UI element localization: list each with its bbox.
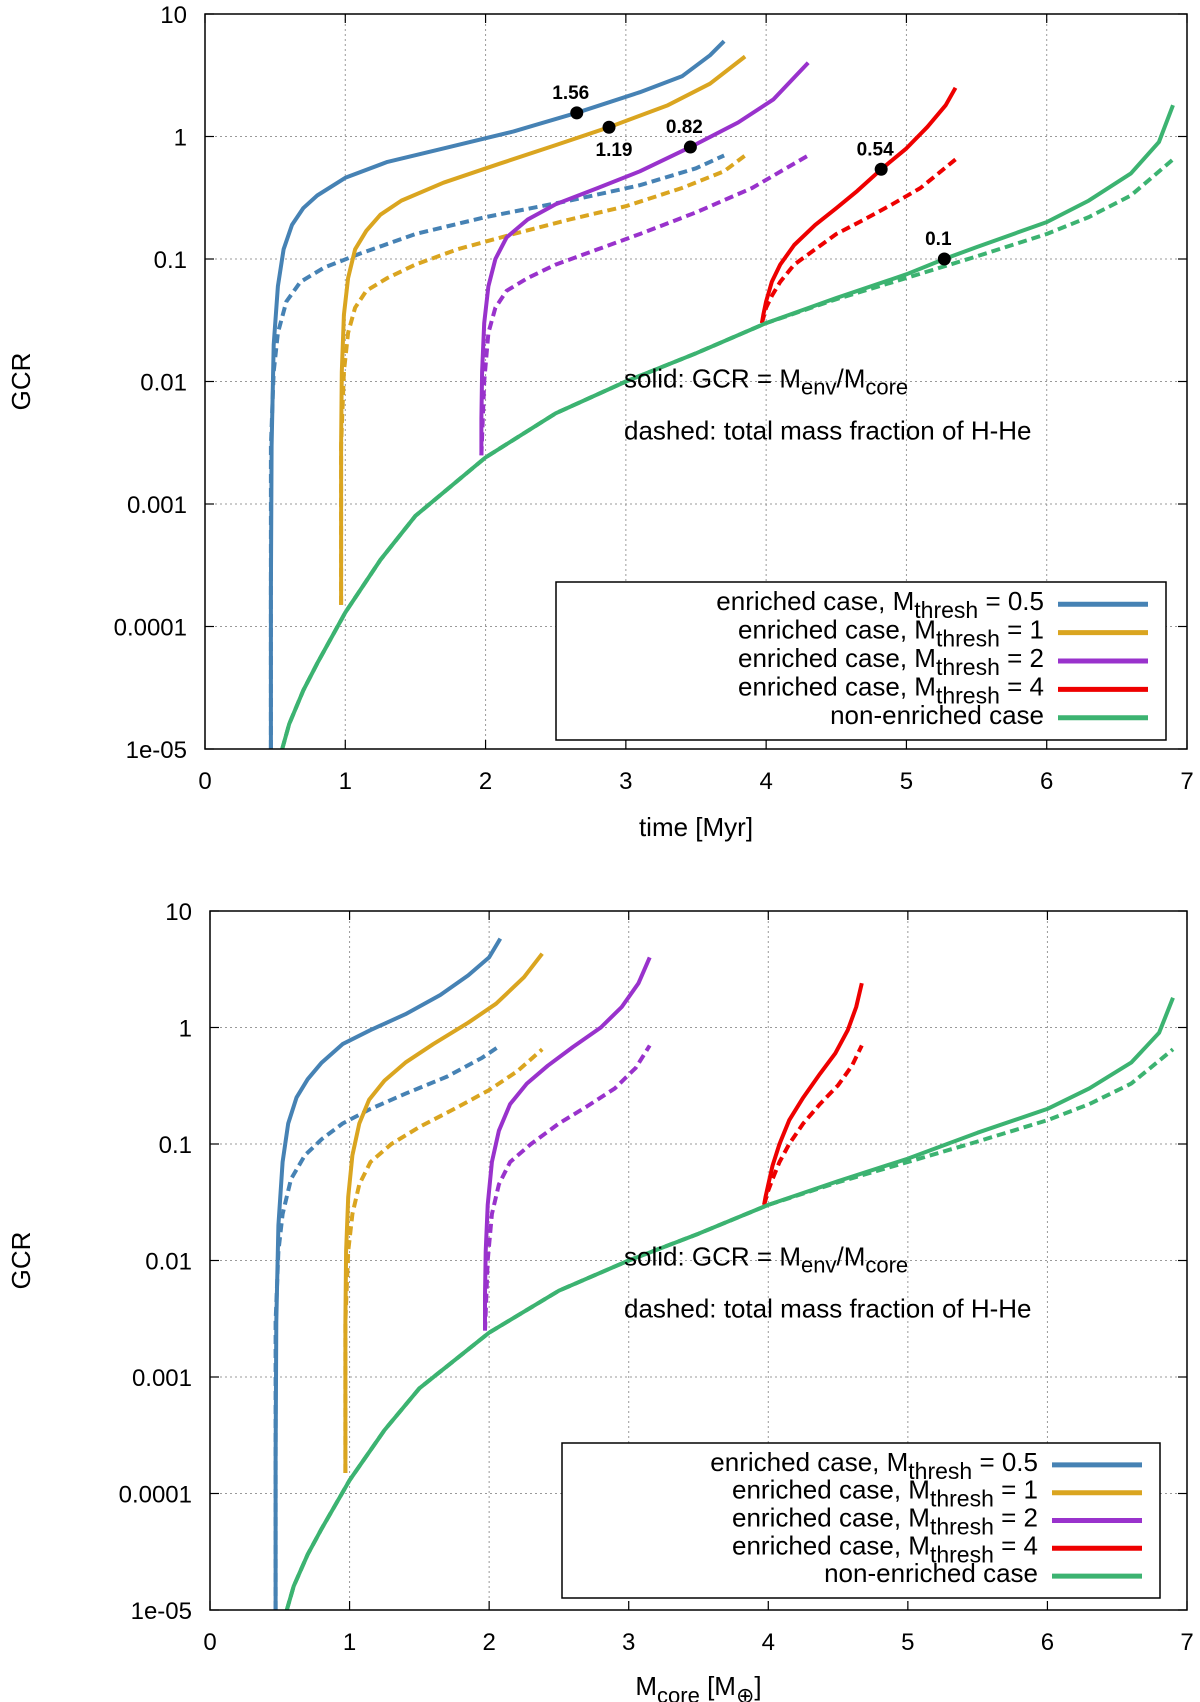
legend-label: enriched case, Mthresh = 1: [732, 1475, 1038, 1512]
annotation-solid: solid: GCR = Menv/Mcore: [624, 1241, 908, 1277]
chart-panel-2: 0 1 2 3 4 5 6 7 1e-05 0.0001 0.001 0.01 0.1 1 10 solid:…: [6, 899, 1194, 1702]
data-marker: [570, 106, 584, 120]
y-tick-label: 1: [174, 125, 187, 152]
x-tick-label: 2: [482, 1629, 495, 1656]
marker-label: 1.19: [596, 140, 633, 161]
series-line-m-thresh-0-5-solid: [273, 937, 503, 1610]
series-line-m-thresh-4-solid: [762, 982, 864, 1206]
x-tick-label: 7: [1180, 768, 1193, 795]
series-line-m-thresh-2-solid: [479, 61, 810, 456]
x-tick-label: 2: [479, 768, 492, 795]
x-tick-label: 1: [339, 768, 352, 795]
x-tick-label: 6: [1040, 768, 1053, 795]
series-line-m-thresh-2-solid: [483, 956, 652, 1331]
marker-label: 0.54: [857, 139, 894, 160]
x-tick-label: 5: [901, 1629, 914, 1656]
y-tick-label: 1e-05: [126, 737, 187, 764]
y-tick-label: 0.1: [159, 1132, 192, 1159]
x-axis-label: time [Myr]: [639, 812, 753, 842]
x-tick-label: 1: [343, 1629, 356, 1656]
series-line-m-thresh-1-dashed: [343, 1047, 544, 1473]
marker-label: 0.82: [666, 117, 703, 138]
plot-frame: [204, 13, 1188, 750]
y-tick-label: 10: [160, 2, 187, 29]
x-tick-label: 5: [900, 768, 913, 795]
x-tick-label: 3: [619, 768, 632, 795]
legend-label: enriched case, Mthresh = 0.5: [716, 586, 1044, 623]
legend-label: non-enriched case: [824, 1558, 1038, 1588]
x-tick-label: 3: [622, 1629, 635, 1656]
x-axis-label: Mcore [M⊕]: [635, 1671, 761, 1702]
series-line-m-thresh-0-5-solid: [268, 39, 726, 749]
x-tick-label: 4: [759, 768, 772, 795]
chart-panel-1: 0 1 2 3 4 5 6 7 1e-05 0.0001 0.001 0.01 0.1 1 10 1.56 1.…: [6, 2, 1194, 842]
y-axis-label: GCR: [6, 1232, 36, 1290]
legend-label: enriched case, Mthresh = 2: [732, 1503, 1038, 1540]
annotation-dashed: dashed: total mass fraction of H-He: [624, 1293, 1032, 1323]
data-marker: [874, 162, 888, 176]
y-tick-label: 1: [179, 1016, 192, 1043]
series-line-m-thresh-1-dashed: [339, 153, 747, 605]
marker-label: 1.56: [552, 83, 589, 104]
x-tick-label: 7: [1180, 1629, 1193, 1656]
series-line-m-thresh-0-5-dashed: [273, 1043, 502, 1610]
series-line-non-enriched-dashed: [280, 157, 1175, 750]
legend-label: enriched case, Mthresh = 4: [732, 1530, 1038, 1567]
annotation-dashed: dashed: total mass fraction of H-He: [624, 416, 1032, 446]
y-tick-label: 10: [165, 899, 192, 926]
y-tick-label: 1e-05: [131, 1598, 192, 1625]
annotation-solid: solid: GCR = Menv/Mcore: [624, 364, 908, 400]
series-line-m-thresh-1-solid: [339, 54, 747, 605]
x-tick-label: 6: [1041, 1629, 1054, 1656]
x-tick-label: 0: [198, 768, 211, 795]
y-tick-label: 0.01: [145, 1249, 192, 1276]
y-tick-label: 0.1: [154, 247, 187, 274]
marker-label: 0.1: [925, 229, 952, 250]
y-tick-label: 0.01: [140, 370, 187, 397]
y-tick-label: 0.001: [132, 1365, 192, 1392]
legend-label: enriched case, Mthresh = 4: [738, 671, 1044, 708]
y-axis-label: GCR: [6, 353, 36, 411]
x-tick-label: 0: [203, 1629, 216, 1656]
series-line-m-thresh-4-dashed: [759, 157, 957, 324]
data-marker: [683, 140, 697, 154]
legend-label: enriched case, Mthresh = 0.5: [710, 1447, 1038, 1484]
series-line-m-thresh-4-solid: [759, 86, 958, 324]
data-marker: [602, 120, 616, 134]
series-line-m-thresh-2-dashed: [479, 153, 810, 456]
y-tick-label: 0.0001: [119, 1482, 192, 1509]
series-line-non-enriched-dashed: [284, 1047, 1175, 1611]
legend-label: non-enriched case: [830, 700, 1044, 730]
plot-frame: [209, 910, 1188, 1611]
x-tick-label: 4: [762, 1629, 775, 1656]
series-line-m-thresh-1-solid: [343, 952, 544, 1473]
y-tick-label: 0.0001: [114, 615, 187, 642]
series-line-m-thresh-0-5-dashed: [268, 153, 725, 749]
series-line-m-thresh-4-dashed: [762, 1044, 864, 1206]
data-marker: [937, 252, 951, 266]
legend-label: enriched case, Mthresh = 1: [738, 615, 1044, 652]
legend-label: enriched case, Mthresh = 2: [738, 643, 1044, 680]
series-line-m-thresh-2-dashed: [483, 1044, 652, 1331]
y-tick-label: 0.001: [127, 492, 187, 519]
